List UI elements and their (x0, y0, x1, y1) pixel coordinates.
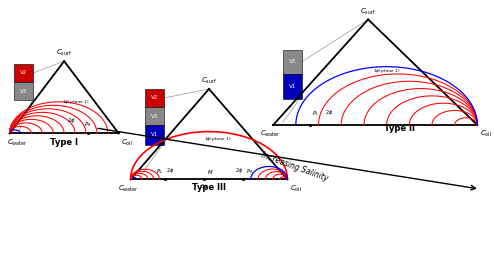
Text: V1: V1 (151, 132, 158, 137)
Text: $1\phi(phase\ 1)$: $1\phi(phase\ 1)$ (205, 135, 233, 143)
Bar (145, 107, 164, 125)
Text: $P_L$: $P_L$ (156, 167, 163, 176)
Text: $1\phi(phase\ 1)$: $1\phi(phase\ 1)$ (62, 98, 90, 106)
Bar (145, 125, 164, 145)
Text: $C_{\rm surf}$: $C_{\rm surf}$ (201, 76, 217, 86)
Text: V2: V2 (20, 71, 27, 75)
Text: Type I: Type I (50, 138, 78, 147)
Bar (283, 50, 302, 74)
Text: Type II: Type II (383, 124, 414, 133)
Text: $P_R$: $P_R$ (246, 167, 253, 176)
Text: $2\phi$: $2\phi$ (235, 166, 243, 175)
Text: $C_{\rm oil}$: $C_{\rm oil}$ (121, 138, 133, 148)
Bar (145, 89, 164, 107)
Text: $P_L$: $P_L$ (312, 109, 319, 118)
Text: $C_{\rm water}$: $C_{\rm water}$ (118, 183, 139, 194)
Text: V3: V3 (288, 59, 296, 64)
Text: V1: V1 (288, 84, 296, 89)
Bar (14, 82, 33, 100)
Bar (283, 74, 302, 99)
Text: $1\phi(phase\ 1)$: $1\phi(phase\ 1)$ (373, 67, 401, 75)
Text: $C_{\rm surf}$: $C_{\rm surf}$ (360, 6, 376, 17)
Text: Increasing Salinity: Increasing Salinity (260, 150, 329, 183)
Text: $C_{\rm water}$: $C_{\rm water}$ (7, 138, 28, 148)
Text: $2\phi$: $2\phi$ (325, 108, 333, 117)
Text: $3\phi$: $3\phi$ (200, 182, 208, 191)
Text: $C_{\rm oil}$: $C_{\rm oil}$ (290, 183, 302, 194)
Text: $C_{\rm surf}$: $C_{\rm surf}$ (56, 48, 72, 58)
Text: Type III: Type III (192, 183, 226, 192)
Text: $P_R$: $P_R$ (84, 120, 92, 129)
Text: $2\phi$: $2\phi$ (166, 166, 174, 175)
Text: $C_{\rm water}$: $C_{\rm water}$ (260, 129, 281, 140)
Bar (14, 64, 33, 82)
Text: $M$: $M$ (206, 168, 213, 176)
Text: V2: V2 (151, 96, 158, 100)
Text: $2\phi$: $2\phi$ (67, 116, 76, 125)
Text: V3: V3 (151, 114, 158, 118)
Text: $C_{\rm oil}$: $C_{\rm oil}$ (480, 129, 492, 140)
Text: V3: V3 (20, 89, 27, 93)
